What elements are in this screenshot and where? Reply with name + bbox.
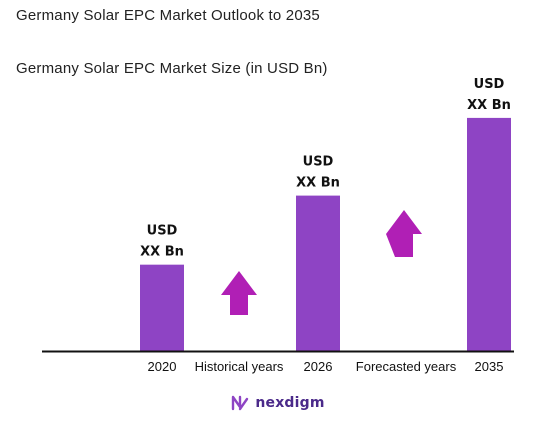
bars-group: [140, 117, 511, 352]
bar-value-label-2026-line-1: USD: [303, 155, 334, 170]
chart-subtitle: Germany Solar EPC Market Size (in USD Bn…: [16, 60, 328, 77]
bar-value-label-2035-line-2: XX Bn: [467, 98, 511, 113]
value-labels-group: USD XX Bn USD XX Bn USD XX Bn: [140, 77, 511, 260]
period-arrow-forecast: [386, 210, 422, 257]
up-arrow-icon: [386, 210, 422, 257]
bar-value-label-2020-line-1: USD: [147, 224, 178, 239]
bar-value-label-2020-line-2: XX Bn: [140, 245, 184, 260]
period-arrow-historical: [221, 271, 257, 315]
period-label-forecast: Forecasted years: [356, 359, 457, 374]
period-label-historical: Historical years: [195, 359, 284, 374]
x-tick-label-2020: 2020: [148, 359, 177, 374]
bar-value-label-2026-line-2: XX Bn: [296, 176, 340, 191]
bar-2035: [467, 117, 511, 352]
bar-2026: [296, 195, 340, 351]
logo-text: nexdigm: [255, 395, 325, 411]
up-arrow-icon: [221, 271, 257, 315]
x-tick-label-2035: 2035: [475, 359, 504, 374]
page-title: Germany Solar EPC Market Outlook to 2035: [16, 7, 320, 24]
brand-logo: nexdigm: [0, 395, 556, 411]
x-tick-label-2026: 2026: [304, 359, 333, 374]
category-labels-group: 2020 2026 2035: [148, 359, 504, 374]
bar-value-label-2035-line-1: USD: [474, 77, 505, 92]
nexdigm-logo-icon: [232, 395, 249, 411]
bar-2020: [140, 264, 184, 351]
